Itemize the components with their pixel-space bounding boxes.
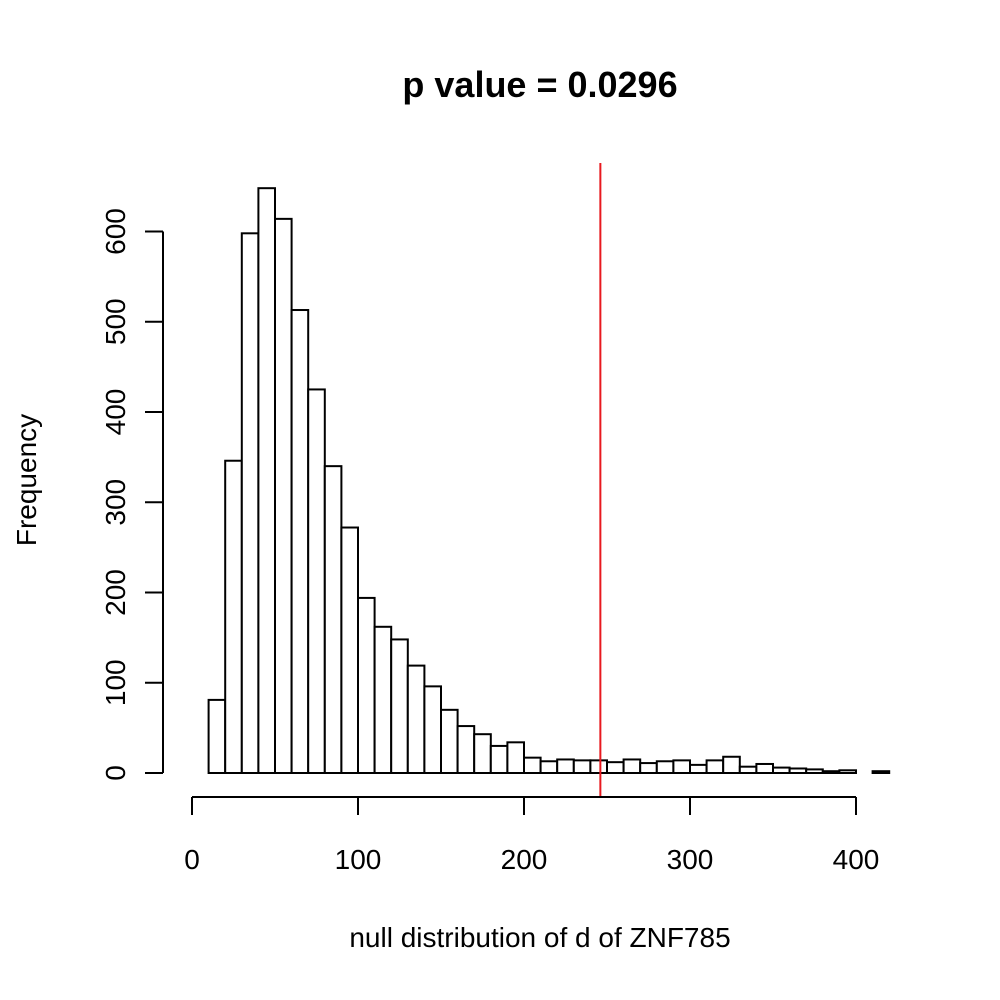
x-tick-label-0: 0: [184, 844, 200, 875]
y-tick-label-200: 200: [100, 569, 131, 616]
histogram-bar-110-120: [373, 625, 393, 774]
histogram-bar-190-200: [506, 741, 525, 775]
y-tick-label-500: 500: [100, 298, 131, 345]
histogram-bar-10-20: [207, 698, 227, 775]
histogram-bars: [207, 187, 891, 775]
histogram-bar-340-350: [755, 762, 775, 774]
histogram-bar-200-210: [523, 756, 542, 774]
histogram-bar-290-300: [672, 759, 692, 774]
histogram-bar-300-310: [689, 763, 708, 775]
histogram-bar-210-220: [539, 760, 559, 775]
histogram-bar-350-360: [772, 766, 791, 775]
histogram-bar-390-400: [838, 769, 858, 774]
histogram-bar-250-260: [606, 761, 625, 774]
histogram-bar-220-230: [556, 758, 575, 775]
histogram-bar-120-130: [390, 638, 409, 774]
y-axis: 0 100 200 300 400 500 600: [100, 208, 164, 781]
histogram-bar-240-250: [589, 759, 609, 774]
x-tick-label-400: 400: [833, 844, 880, 875]
histogram-bar-170-180: [473, 733, 492, 775]
histogram-bar-310-320: [705, 759, 725, 774]
y-tick-label-600: 600: [100, 208, 131, 255]
histogram-bar-380-390: [821, 770, 841, 775]
histogram-bar-370-380: [805, 768, 824, 775]
histogram-bar-20-30: [224, 459, 243, 774]
histogram-bar-260-270: [622, 758, 642, 775]
histogram-bar-150-160: [440, 708, 459, 775]
x-axis-label: null distribution of d of ZNF785: [349, 922, 730, 953]
x-tick-label-100: 100: [335, 844, 382, 875]
histogram-bar-60-70: [290, 309, 310, 774]
histogram-bar-40-50: [257, 187, 276, 774]
histogram-bar-100-110: [357, 596, 376, 774]
histogram-bar-70-80: [307, 388, 326, 774]
histogram-bar-90-100: [340, 526, 359, 775]
x-axis: 0 100 200 300 400: [184, 796, 880, 875]
histogram-bar-130-140: [406, 664, 426, 774]
histogram-bar-80-90: [323, 465, 343, 774]
chart-title: p value = 0.0296: [402, 64, 677, 105]
histogram-bar-230-240: [572, 759, 592, 774]
y-tick-label-400: 400: [100, 389, 131, 436]
histogram-bar-320-330: [722, 755, 741, 775]
histogram-bar-270-280: [639, 762, 658, 775]
y-tick-label-100: 100: [100, 659, 131, 706]
x-tick-label-300: 300: [667, 844, 714, 875]
x-tick-label-200: 200: [501, 844, 548, 875]
y-tick-label-300: 300: [100, 479, 131, 526]
histogram-bar-410-420: [871, 770, 891, 775]
histogram-bar-330-340: [738, 765, 758, 774]
histogram-bar-140-150: [423, 685, 442, 774]
y-axis-label: Frequency: [11, 414, 42, 546]
histogram-bar-30-40: [240, 232, 260, 774]
histogram-bar-50-60: [274, 217, 293, 775]
histogram-bar-280-290: [655, 760, 675, 775]
y-tick-label-0: 0: [100, 765, 131, 781]
histogram-bar-180-190: [489, 744, 509, 774]
histogram-bar-360-370: [788, 767, 808, 774]
histogram-bar-160-170: [456, 725, 476, 775]
